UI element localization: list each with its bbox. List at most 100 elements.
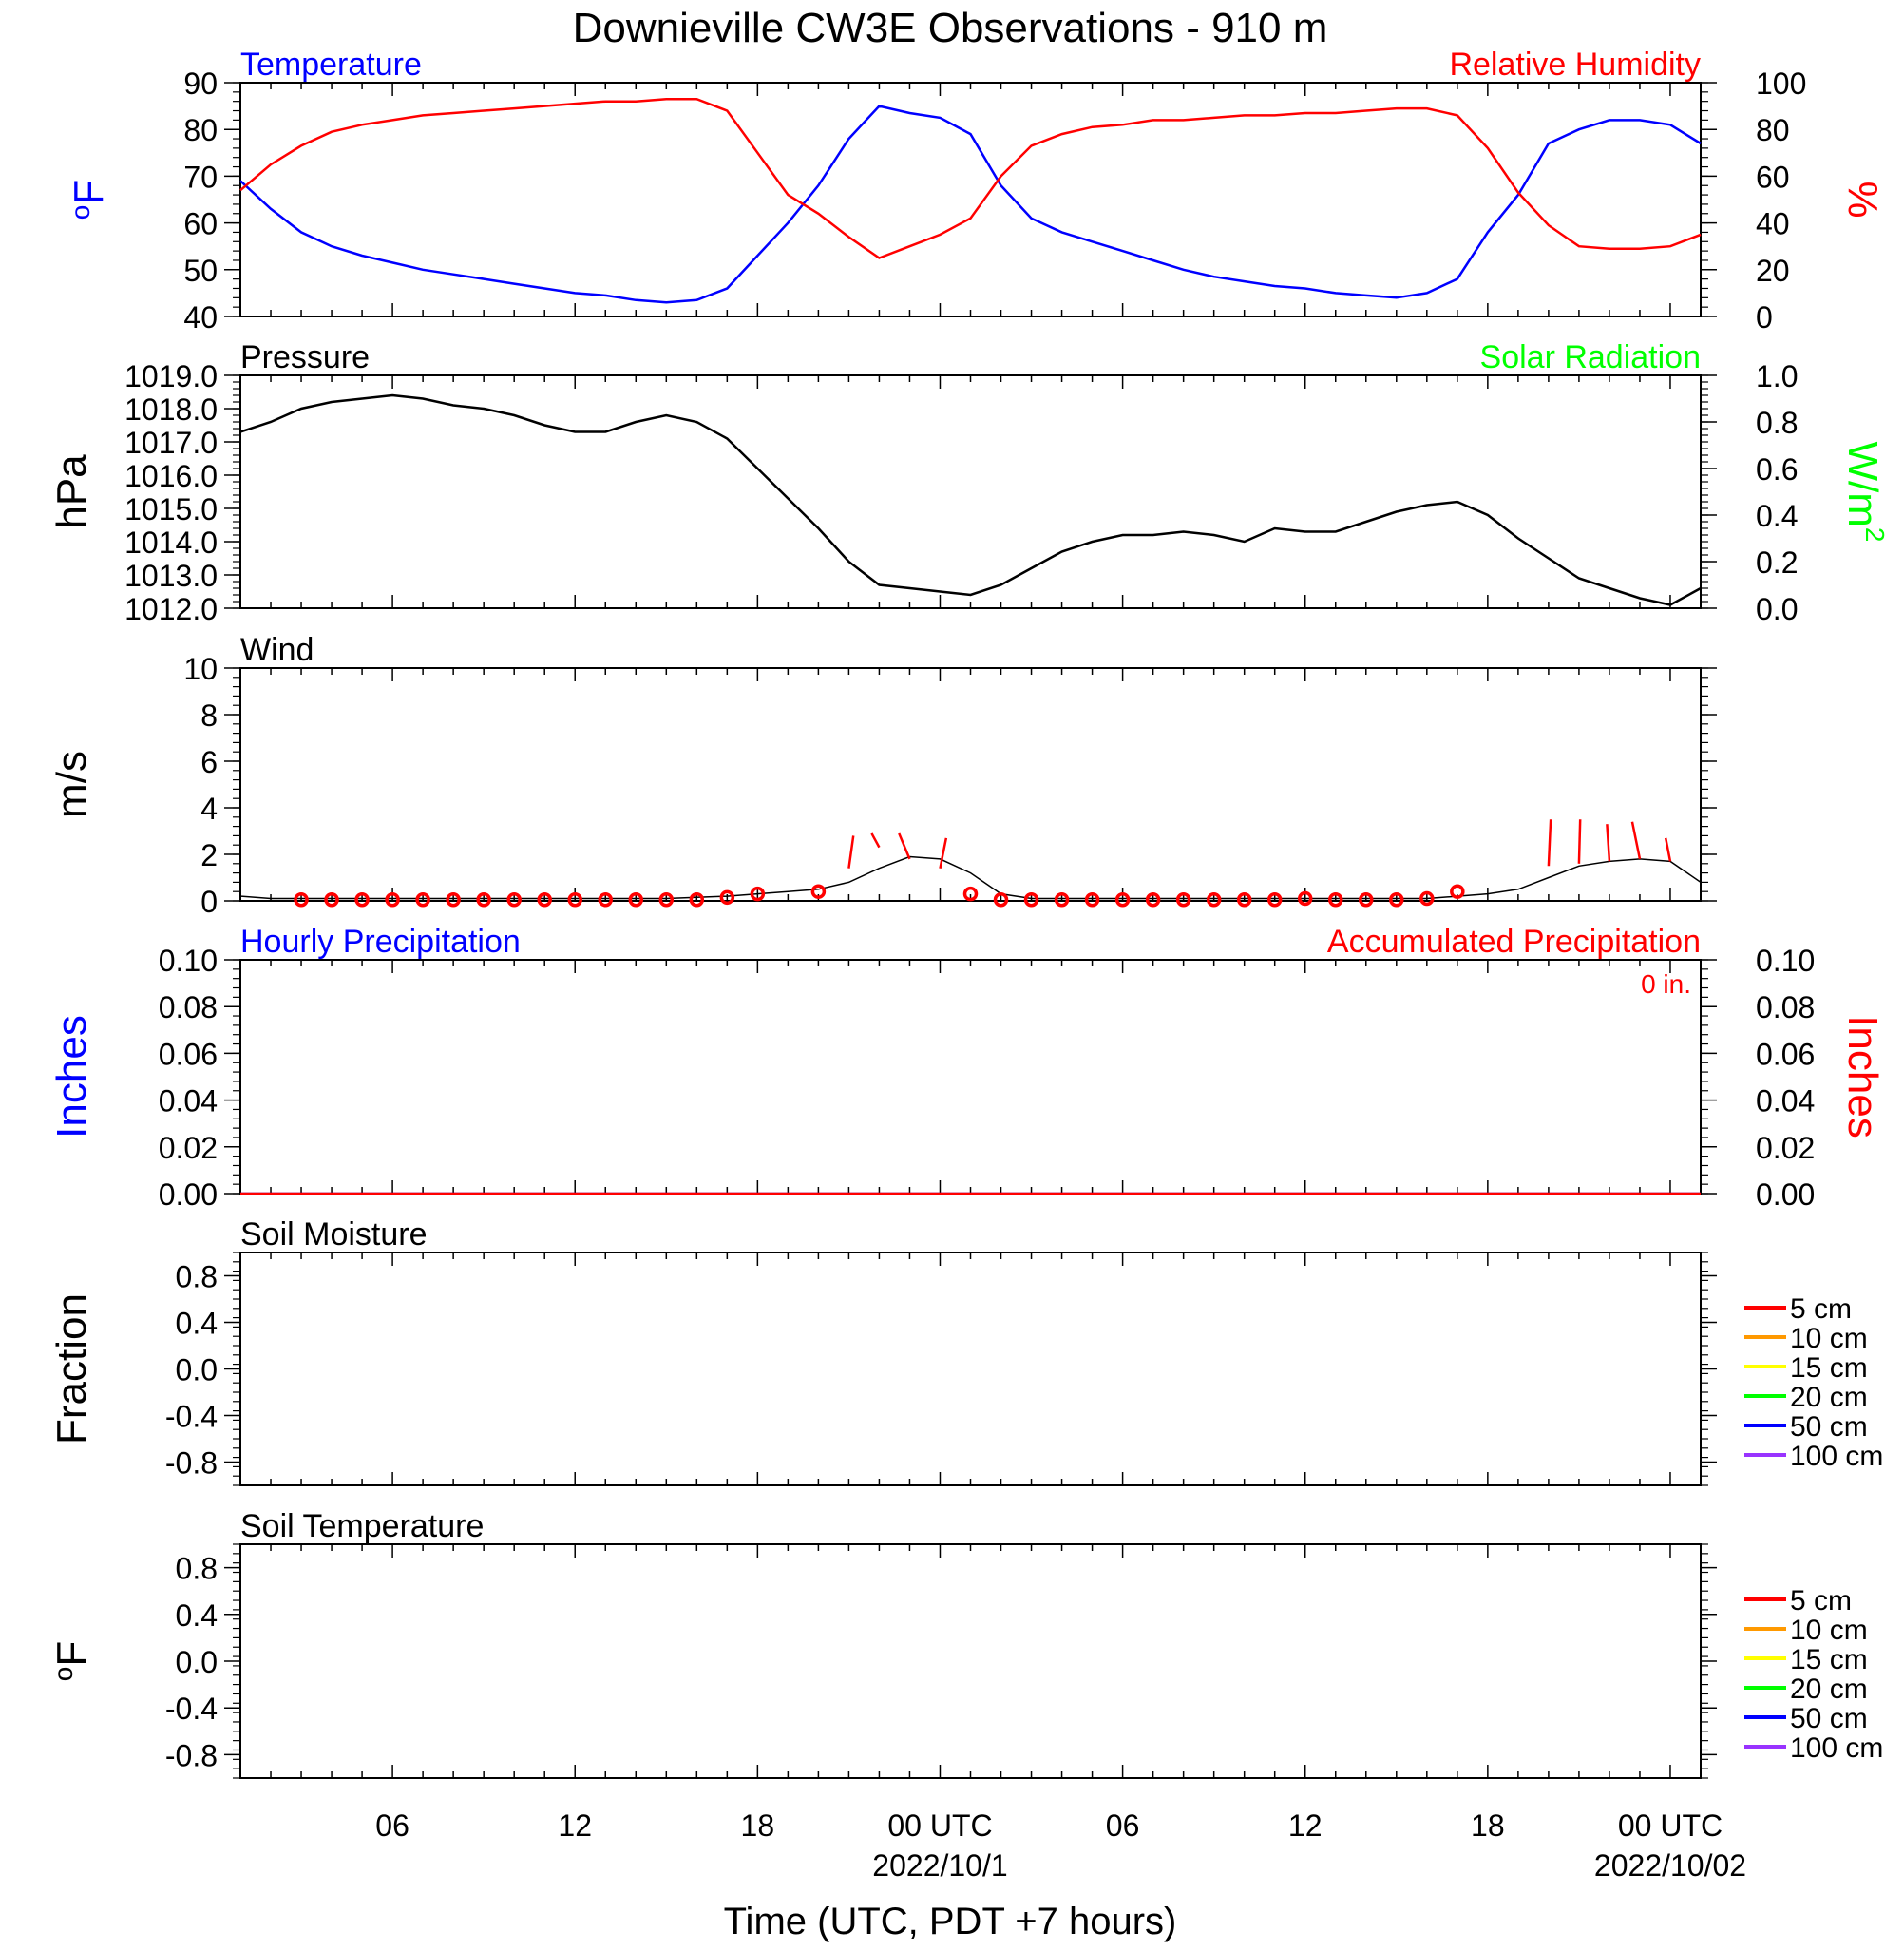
y-right-tick-label: 0.4: [1756, 499, 1798, 533]
wind-marker: [1297, 890, 1313, 907]
x-axis: 06 12 18 00 UTC 2022/10/1 06 12 18 00 UTC 2022/10…: [375, 1808, 1746, 1883]
wind-marker: [598, 892, 613, 908]
wind-marker: [354, 892, 370, 908]
y-tick-label: 1015.0: [124, 492, 218, 526]
panel-title: Pressure: [240, 339, 370, 375]
wind-marker: [294, 892, 309, 908]
legend-label: 15 cm: [1790, 1644, 1868, 1675]
y-right-tick-label: 1.0: [1756, 359, 1798, 393]
panel-soil_moisture: -0.8 -0.4 0.0 0.4 0.8 Soil Moisture Fraction 5 …: [48, 1216, 1883, 1486]
y-tick-label: 1012.0: [124, 592, 218, 626]
legend-label: 50 cm: [1790, 1411, 1868, 1443]
wind-barb: [1630, 821, 1642, 860]
wind-marker: [1266, 892, 1283, 908]
y-tick-label: 1014.0: [124, 526, 218, 560]
wind-marker: [476, 892, 491, 908]
y-right-tick-label: 80: [1756, 113, 1790, 147]
y-tick-label: 2: [200, 838, 218, 872]
wind-marker: [962, 886, 979, 902]
panel-precip: 0.00 0.02 0.04 0.06 0.08 0.10 0.00 0.02 0.04 0.06…: [48, 924, 1886, 1212]
series-line-wind: [239, 855, 1702, 900]
x-tick-label: 06: [375, 1808, 409, 1843]
wind-barb: [1547, 819, 1552, 867]
chart-title: Downieville CW3E Observations - 910 m: [573, 5, 1328, 51]
y-tick-label: 0.0: [176, 1645, 218, 1679]
panel-frame: [239, 1252, 1702, 1486]
y-tick-label: 0.06: [159, 1037, 218, 1071]
y-right-tick-label: 0.06: [1756, 1037, 1815, 1071]
wind-marker: [810, 884, 827, 899]
y-right-tick-label: 0.6: [1756, 452, 1798, 487]
wind-marker: [324, 892, 339, 908]
legend-label: 10 cm: [1790, 1615, 1868, 1646]
legend-label: 15 cm: [1790, 1352, 1868, 1384]
wind-marker: [537, 892, 552, 908]
wind-barb: [1577, 819, 1582, 864]
y-right-tick-label: 20: [1756, 254, 1790, 288]
panel-title: Temperature: [240, 47, 422, 83]
wind-marker: [1389, 892, 1404, 908]
y-tick-label: 50: [183, 254, 218, 288]
x-date-label: 2022/10/1: [872, 1848, 1007, 1883]
wind-marker: [658, 892, 675, 908]
y-axis-label: oF: [66, 180, 112, 220]
x-tick-label: 12: [558, 1808, 592, 1843]
wind-barb: [1664, 837, 1672, 862]
panel-frame: [239, 667, 1702, 902]
y-tick-label: 1018.0: [124, 392, 218, 427]
panel-frame: [239, 374, 1702, 609]
wind-marker: [1114, 892, 1131, 908]
wind-barb: [1606, 824, 1611, 862]
wind-marker: [1450, 884, 1465, 899]
panel-title: Soil Moisture: [240, 1216, 428, 1253]
y-tick-label: 0.4: [176, 1307, 218, 1341]
wind-marker: [1236, 892, 1252, 908]
x-tick-label: 00 UTC: [887, 1808, 992, 1843]
y-tick-label: 0.8: [176, 1552, 218, 1586]
y-tick-label: 60: [183, 207, 218, 241]
y-tick-label: 1019.0: [124, 359, 218, 393]
x-tick-label: 18: [741, 1808, 775, 1843]
y-tick-label: 1013.0: [124, 559, 218, 593]
wind-barb: [939, 837, 948, 869]
legend-label: 100 cm: [1790, 1732, 1883, 1764]
x-tick-label: 18: [1471, 1808, 1505, 1843]
y-tick-label: 70: [183, 160, 218, 194]
y-tick-label: -0.4: [165, 1692, 218, 1726]
wind-marker: [993, 892, 1009, 908]
wind-marker: [506, 892, 522, 908]
series-line-temperature: [239, 105, 1702, 304]
x-tick-label: 00 UTC: [1618, 1808, 1723, 1843]
panel-temp_rh: 40 50 60 70 80 90 0 20 40 60 80 100 Temperature Relat…: [66, 47, 1886, 335]
x-axis-label: Time (UTC, PDT +7 hours): [724, 1901, 1177, 1942]
wind-marker: [1084, 892, 1100, 908]
y-right-tick-label: 0.00: [1756, 1177, 1815, 1212]
wind-barb: [847, 835, 855, 869]
legend-label: 5 cm: [1790, 1293, 1852, 1325]
y-tick-label: 80: [183, 113, 218, 147]
wind-marker: [415, 892, 430, 908]
y-tick-label: -0.8: [165, 1446, 218, 1481]
x-date-label: 2022/10/02: [1594, 1848, 1746, 1883]
y-tick-label: 0.8: [176, 1260, 218, 1294]
y-right-tick-label: 60: [1756, 160, 1790, 194]
wind-barb: [870, 832, 881, 849]
wind-marker: [750, 886, 766, 902]
panel-title: Soil Temperature: [240, 1508, 484, 1544]
legend-label: 5 cm: [1790, 1585, 1852, 1616]
y-axis-label: oF: [48, 1641, 95, 1681]
y-axis-label: hPa: [48, 454, 95, 529]
legend-label: 20 cm: [1790, 1382, 1868, 1413]
wind-marker: [385, 892, 400, 908]
y-tick-label: 1016.0: [124, 459, 218, 493]
series-line-relative-humidity: [239, 97, 1702, 259]
wind-marker: [1206, 892, 1222, 908]
wind-barb: [898, 832, 911, 860]
y-tick-label: 40: [183, 300, 218, 335]
wind-marker: [567, 892, 582, 908]
wind-marker: [628, 892, 644, 908]
x-tick-label: 12: [1288, 1808, 1323, 1843]
wind-marker: [446, 892, 461, 908]
